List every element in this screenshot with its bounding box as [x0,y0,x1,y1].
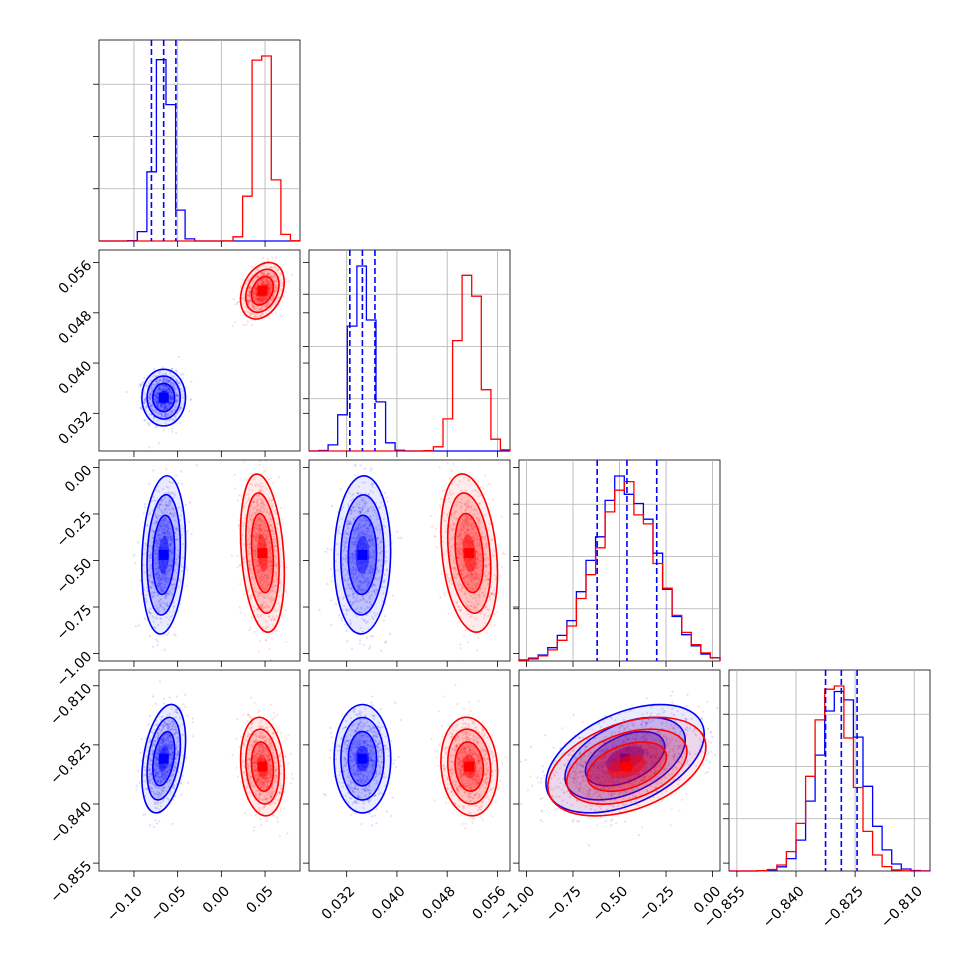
xtick-label-2-1: −0.75 [543,883,585,925]
ytick-label-2-0: −1.00 [54,649,96,691]
panel-3-0 [98,669,301,872]
peak-series-1-2-1 [464,548,475,559]
ytick-label-3-1: −0.840 [47,799,95,847]
hist-frame-1 [308,249,511,452]
panel-1-0 [98,249,301,452]
peak-series-1-2-0 [257,548,268,559]
ytick-label-1-2: 0.048 [56,308,96,348]
panel-3-1 [308,669,511,872]
panel-bg-1-0 [99,250,300,451]
ytick-label-3-0: −0.855 [47,858,95,906]
hist-panel-0 [93,39,301,242]
ytick-label-3-3: −0.810 [47,681,95,729]
hist-series-0-param-1 [309,265,510,452]
peak-series-0-2-0 [158,549,169,560]
xtick-label-0-0: −0.10 [104,883,146,925]
hist-series-1-param-2 [518,480,721,661]
peak-series-1-3-2 [621,761,632,772]
hist-series-1-param-1 [309,274,511,452]
xtick-label-3-1: −0.840 [760,883,808,931]
panel-frame-3-0 [98,669,301,872]
panels: −0.10 −0.05 0.00 0.05 0.032 0.040 0.048 0.056−1… [47,39,931,931]
ytick-label-1-3: 0.056 [56,257,96,297]
panel-3-2 [518,669,721,872]
panel-frame-3-1 [308,669,511,872]
hist-panel-3 [723,669,931,872]
peak-series-1-3-1 [464,761,475,772]
xtick-label-2-2: −0.50 [590,883,632,925]
ytick-label-1-0: 0.032 [56,408,96,448]
xtick-label-1-0: 0.032 [319,883,359,923]
panel-frame-1-0 [98,249,301,452]
ytick-label-2-3: −0.25 [54,509,96,551]
xtick-label-0-2: 0.00 [200,883,233,916]
hist-series-1-param-3 [729,685,930,872]
xtick-label-0-1: −0.05 [148,883,190,925]
xtick-label-3-3: −0.810 [878,883,926,931]
peak-series-1-3-0 [257,761,268,772]
xtick-label-1-1: 0.040 [369,883,409,923]
xtick-label-1-2: 0.048 [419,883,459,923]
peak-series-0-1-0 [158,392,169,403]
ytick-label-1-1: 0.040 [56,358,96,398]
hist-panel-1 [303,249,511,452]
panel-2-0 [98,459,301,662]
ytick-label-2-4: 0.00 [62,462,95,495]
peak-series-1-1-0 [257,285,268,296]
peak-series-0-2-1 [357,549,368,560]
hist-frame-0 [98,39,301,242]
hist-frame-3 [728,669,931,872]
xtick-label-3-2: −0.825 [819,883,867,931]
peak-series-0-3-1 [357,753,368,764]
panel-2-1 [308,459,511,662]
ytick-label-2-2: −0.50 [54,555,96,597]
xtick-label-0-3: 0.05 [243,883,276,916]
ytick-label-3-2: −0.825 [47,740,95,788]
peak-series-0-3-0 [158,753,169,764]
hist-panel-2 [513,459,721,662]
ytick-label-2-1: −0.75 [54,602,96,644]
panel-bg-2-1 [309,460,510,661]
xtick-label-2-3: −0.25 [636,883,678,925]
hist-series-1-param-0 [99,55,301,242]
hist-series-0-param-2 [518,475,721,661]
